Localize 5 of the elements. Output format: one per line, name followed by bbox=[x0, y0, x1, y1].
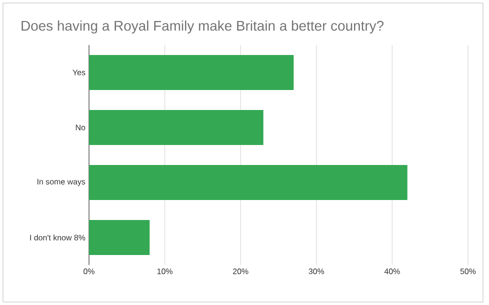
bar bbox=[89, 220, 150, 256]
bar bbox=[89, 165, 408, 200]
chart-title: Does having a Royal Family make Britain a better country? bbox=[22, 20, 384, 34]
bar bbox=[89, 110, 264, 146]
bar bbox=[89, 55, 294, 90]
